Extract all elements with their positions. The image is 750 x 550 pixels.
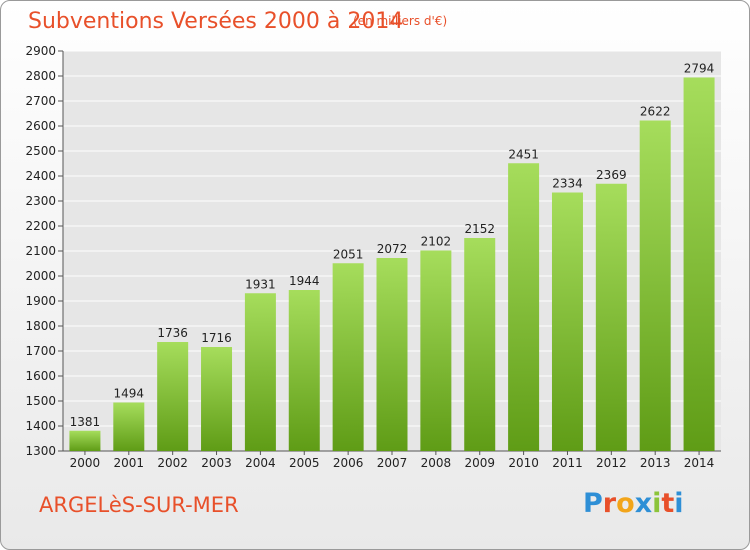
- y-tick-label: 2400: [25, 169, 56, 183]
- logo-letter: P: [583, 488, 603, 519]
- x-tick-label-2005: 2005: [289, 456, 320, 470]
- x-tick-label-2013: 2013: [640, 456, 671, 470]
- data-label-2014: 2794: [684, 62, 715, 76]
- x-tick-label-2003: 2003: [201, 456, 232, 470]
- data-label-2004: 1931: [245, 277, 276, 291]
- data-label-2013: 2622: [640, 105, 671, 119]
- x-tick-label-2004: 2004: [245, 456, 276, 470]
- bar-2003: [201, 347, 233, 451]
- x-tick-label-2010: 2010: [508, 456, 539, 470]
- x-tick-label-2009: 2009: [464, 456, 495, 470]
- data-label-2001: 1494: [114, 387, 145, 401]
- x-tick-label-2014: 2014: [684, 456, 715, 470]
- y-tick-label: 1900: [25, 294, 56, 308]
- logo-letter: t: [661, 488, 675, 519]
- y-tick-label: 2100: [25, 244, 56, 258]
- bar-2013: [639, 120, 671, 451]
- x-tick-label-2001: 2001: [114, 456, 145, 470]
- bar-2000: [69, 430, 101, 451]
- data-label-2003: 1716: [201, 331, 232, 345]
- data-label-2002: 1736: [157, 326, 188, 340]
- data-label-2008: 2102: [421, 235, 452, 249]
- y-tick-label: 2300: [25, 194, 56, 208]
- y-tick-label: 1800: [25, 319, 56, 333]
- y-tick-label: 2900: [25, 44, 56, 58]
- data-label-2006: 2051: [333, 247, 364, 261]
- x-tick-label-2006: 2006: [333, 456, 364, 470]
- bars: [69, 77, 715, 451]
- logo-letter: r: [602, 488, 617, 519]
- data-label-2000: 1381: [70, 415, 101, 429]
- logo-letter: i: [652, 488, 662, 519]
- data-label-2011: 2334: [552, 177, 583, 191]
- x-tick-label-2011: 2011: [552, 456, 583, 470]
- logo-letter: i: [674, 488, 684, 519]
- x-tick-label-2002: 2002: [157, 456, 188, 470]
- bar-2004: [244, 293, 276, 451]
- y-tick-label: 1300: [25, 444, 56, 458]
- bar-2010: [508, 163, 540, 451]
- y-tick-label: 2800: [25, 69, 56, 83]
- bar-2008: [420, 250, 452, 451]
- bar-2007: [376, 258, 408, 451]
- x-axis: 2000 2001 2002 2003 2004 2005 2006 2007 2008 2009…: [63, 450, 721, 470]
- y-tick-label: 2200: [25, 219, 56, 233]
- y-tick-label: 1700: [25, 344, 56, 358]
- x-tick-label-2008: 2008: [421, 456, 452, 470]
- x-tick-label-2007: 2007: [377, 456, 408, 470]
- y-tick-label: 1500: [25, 394, 56, 408]
- data-label-2010: 2451: [508, 147, 539, 161]
- logo-letter: o: [616, 488, 635, 519]
- data-label-2012: 2369: [596, 168, 627, 182]
- x-tick-label-2012: 2012: [596, 456, 627, 470]
- bar-2011: [551, 192, 583, 451]
- bar-2001: [113, 402, 145, 451]
- bar-2014: [683, 77, 715, 451]
- y-axis: 1300 1400 1500 1600 1700 1800 1900 2000 2100 2200…: [25, 44, 64, 458]
- y-tick-label: 1600: [25, 369, 56, 383]
- y-tick-label: 2500: [25, 144, 56, 158]
- y-tick-label: 2700: [25, 94, 56, 108]
- x-tick-label-2000: 2000: [70, 456, 101, 470]
- data-label-2009: 2152: [464, 222, 495, 236]
- chart-subtitle: (en milliers d'€): [353, 14, 448, 28]
- place-name: ARGELèS-SUR-MER: [39, 493, 239, 517]
- logo-letter: x: [634, 488, 653, 519]
- data-labels: 1381 1494 1736 1716 1931 1944 2051 2072 2102 2152…: [70, 62, 715, 429]
- chart-title: Subventions Versées 2000 à 2014: [28, 9, 404, 34]
- proxiti-logo: Proxiti: [583, 488, 684, 519]
- y-tick-label: 2000: [25, 269, 56, 283]
- bar-2006: [332, 263, 364, 451]
- data-label-2005: 1944: [289, 274, 320, 288]
- bar-2009: [464, 238, 496, 451]
- bar-2005: [288, 290, 320, 451]
- bar-2002: [157, 342, 189, 451]
- data-label-2007: 2072: [377, 242, 408, 256]
- y-tick-label: 2600: [25, 119, 56, 133]
- bar-2012: [595, 183, 627, 451]
- y-tick-label: 1400: [25, 419, 56, 433]
